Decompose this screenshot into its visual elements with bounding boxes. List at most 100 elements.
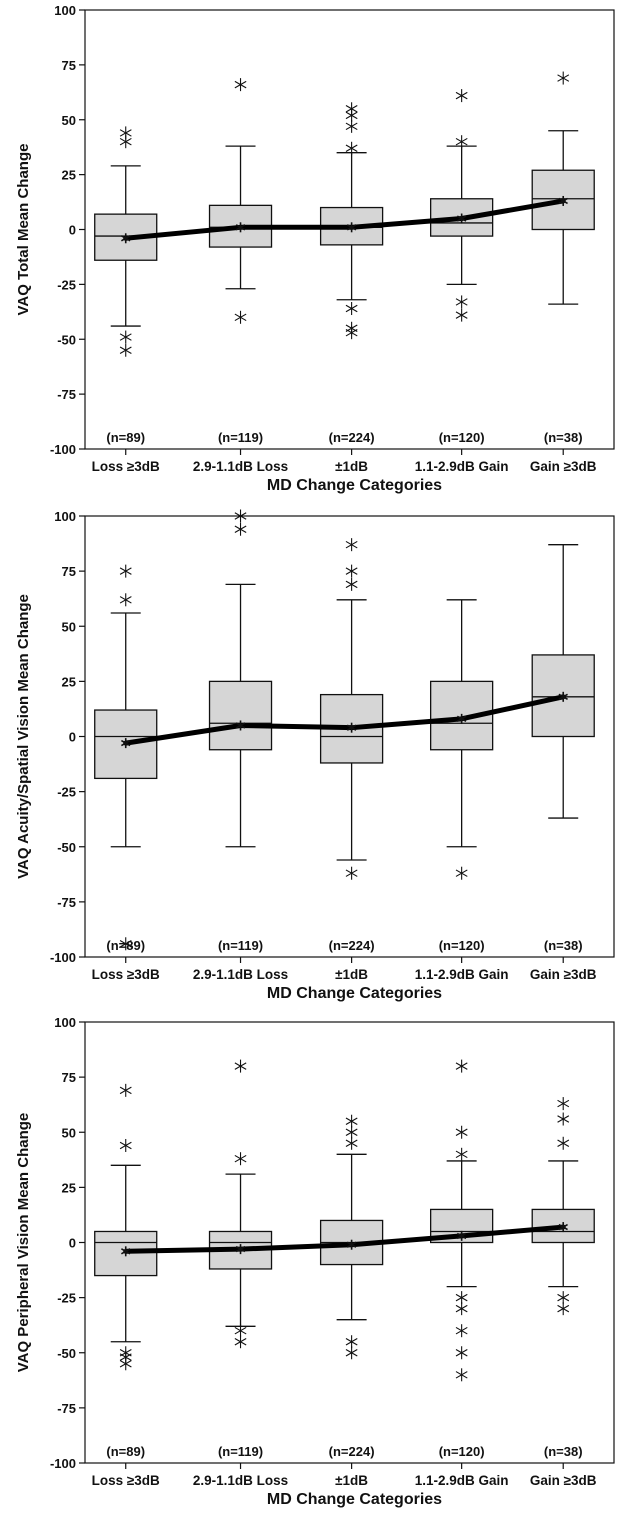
outlier-marker	[234, 522, 247, 536]
mean-marker-stroke	[346, 724, 357, 731]
outlier-marker-stroke	[345, 580, 358, 589]
outlier-marker	[455, 1291, 468, 1305]
outlier-marker-stroke	[234, 313, 247, 322]
n-label: (n=38)	[544, 938, 583, 953]
outlier-marker	[455, 308, 468, 322]
outlier-marker	[119, 1083, 132, 1097]
mean-marker-stroke	[235, 1245, 246, 1253]
outlier-marker-stroke	[557, 1099, 570, 1108]
y-tick-label: 100	[54, 3, 76, 18]
y-tick-label: -100	[50, 950, 76, 965]
mean-marker	[558, 1222, 568, 1233]
outlier-marker-stroke	[557, 1115, 570, 1123]
outlier-marker	[234, 509, 247, 523]
mean-marker	[346, 1239, 357, 1250]
outlier-marker	[455, 1368, 468, 1382]
mean-marker-stroke	[558, 1223, 568, 1231]
box-1	[94, 564, 158, 951]
outlier-marker	[234, 1335, 247, 1349]
outlier-marker-stroke	[119, 567, 132, 575]
n-label: (n=89)	[106, 1444, 145, 1459]
outlier-marker-stroke	[119, 1141, 132, 1150]
outlier-marker-stroke	[234, 1337, 247, 1346]
x-axis-label: MD Change Categories	[267, 477, 442, 494]
outlier-marker-stroke	[455, 1371, 468, 1379]
outlier-marker	[455, 295, 468, 309]
outlier-marker-stroke	[557, 1139, 570, 1148]
outlier-marker	[234, 1324, 247, 1338]
y-tick-label: 0	[69, 1236, 76, 1251]
outlier-marker-stroke	[119, 1360, 132, 1368]
y-tick-label: 25	[62, 1180, 76, 1195]
outlier-marker	[345, 302, 358, 316]
n-label: (n=119)	[218, 1444, 263, 1459]
box-1	[94, 1083, 158, 1371]
y-axis-label: VAQ Peripheral Vision Mean Change	[15, 1113, 32, 1373]
mean-marker-stroke	[346, 224, 357, 231]
outlier-marker-stroke	[455, 1062, 468, 1070]
n-label: (n=120)	[439, 1444, 485, 1459]
outlier-marker	[234, 310, 247, 324]
box-1	[94, 126, 158, 357]
outlier-marker	[234, 1059, 247, 1073]
outlier-marker	[345, 108, 358, 122]
outlier-marker-stroke	[455, 1326, 468, 1335]
outlier-marker	[557, 1291, 570, 1305]
y-tick-label: 50	[62, 1125, 76, 1140]
outlier-marker	[455, 866, 468, 880]
outlier-marker-stroke	[234, 1062, 247, 1070]
y-tick-label: -50	[57, 840, 76, 855]
mean-marker-stroke	[120, 739, 131, 747]
x-tick-label: 2.9-1.1dB Loss	[193, 1473, 288, 1488]
outlier-marker	[345, 1125, 358, 1139]
outlier-marker	[345, 141, 358, 155]
outlier-marker-stroke	[234, 525, 247, 533]
outlier-marker	[234, 78, 247, 92]
mean-marker	[456, 213, 467, 224]
mean-marker	[558, 195, 568, 206]
x-tick-label: Loss ≥3dB	[92, 459, 160, 474]
outlier-marker-stroke	[345, 1349, 358, 1357]
x-tick-label: Gain ≥3dB	[530, 459, 597, 474]
outlier-marker	[234, 1152, 247, 1166]
outlier-marker	[345, 326, 358, 340]
y-tick-label: -75	[57, 1401, 76, 1416]
y-tick-label: 75	[62, 564, 76, 579]
outlier-marker-stroke	[345, 122, 358, 131]
outlier-marker-stroke	[234, 1326, 247, 1335]
outlier-marker	[119, 330, 132, 344]
mean-marker-stroke	[235, 722, 246, 729]
outlier-marker	[345, 564, 358, 578]
box-4	[429, 89, 494, 322]
outlier-marker-stroke	[455, 1304, 468, 1313]
y-axis-label: VAQ Acuity/Spatial Vision Mean Change	[15, 594, 32, 879]
chart-panel-1: -100 -75 -50 -25 0 25 50 75 100 VAQ Total Mean Ch…	[15, 3, 615, 494]
outlier-marker-stroke	[455, 298, 468, 306]
iqr-box	[94, 1230, 158, 1277]
outlier-marker-stroke	[345, 111, 358, 120]
y-tick-label: -75	[57, 895, 76, 910]
outlier-marker-stroke	[557, 1304, 570, 1313]
outlier-marker	[119, 1357, 132, 1371]
mean-marker-stroke	[235, 224, 246, 231]
mean-marker-stroke	[558, 197, 568, 205]
outlier-marker-stroke	[119, 940, 132, 948]
mean-marker-stroke	[346, 1241, 357, 1248]
n-label: (n=224)	[329, 938, 375, 953]
y-tick-label: -25	[57, 785, 76, 800]
outlier-marker	[455, 1125, 468, 1139]
box-4	[429, 599, 494, 880]
outlier-marker-stroke	[455, 1150, 468, 1159]
n-label: (n=224)	[329, 1444, 375, 1459]
mean-marker-stroke	[558, 693, 568, 701]
outlier-marker	[455, 1346, 468, 1360]
y-tick-label: 75	[62, 1070, 76, 1085]
outlier-marker-stroke	[345, 328, 358, 337]
outlier-marker	[557, 1136, 570, 1150]
n-label: (n=120)	[439, 938, 485, 953]
outlier-marker	[345, 1335, 358, 1349]
y-tick-label: 50	[62, 113, 76, 128]
outlier-marker-stroke	[455, 869, 468, 877]
outlier-marker-stroke	[455, 137, 468, 146]
n-label: (n=120)	[439, 430, 485, 445]
